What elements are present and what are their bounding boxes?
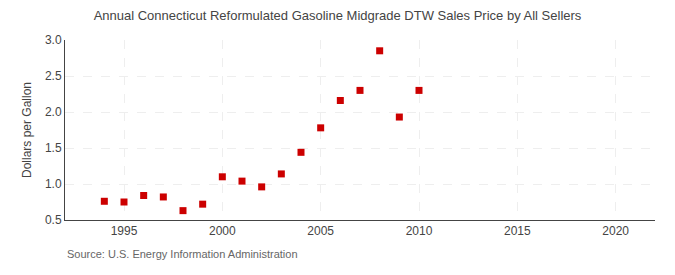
svg-text:1.0: 1.0 bbox=[45, 177, 62, 191]
svg-text:2000: 2000 bbox=[209, 224, 236, 238]
svg-text:1995: 1995 bbox=[111, 224, 138, 238]
svg-text:1.5: 1.5 bbox=[45, 141, 62, 155]
svg-text:Annual Connecticut Reformulate: Annual Connecticut Reformulated Gasoline… bbox=[94, 8, 582, 23]
svg-text:2020: 2020 bbox=[602, 224, 629, 238]
svg-text:2010: 2010 bbox=[406, 224, 433, 238]
svg-text:2005: 2005 bbox=[307, 224, 334, 238]
svg-text:2.0: 2.0 bbox=[45, 105, 62, 119]
svg-text:3.0: 3.0 bbox=[45, 33, 62, 47]
svg-text:Dollars per Gallon: Dollars per Gallon bbox=[20, 82, 34, 178]
svg-text:2015: 2015 bbox=[504, 224, 531, 238]
svg-text:2.5: 2.5 bbox=[45, 69, 62, 83]
svg-text:Source: U.S. Energy Informatio: Source: U.S. Energy Information Administ… bbox=[67, 248, 298, 260]
svg-text:0.5: 0.5 bbox=[45, 213, 62, 227]
